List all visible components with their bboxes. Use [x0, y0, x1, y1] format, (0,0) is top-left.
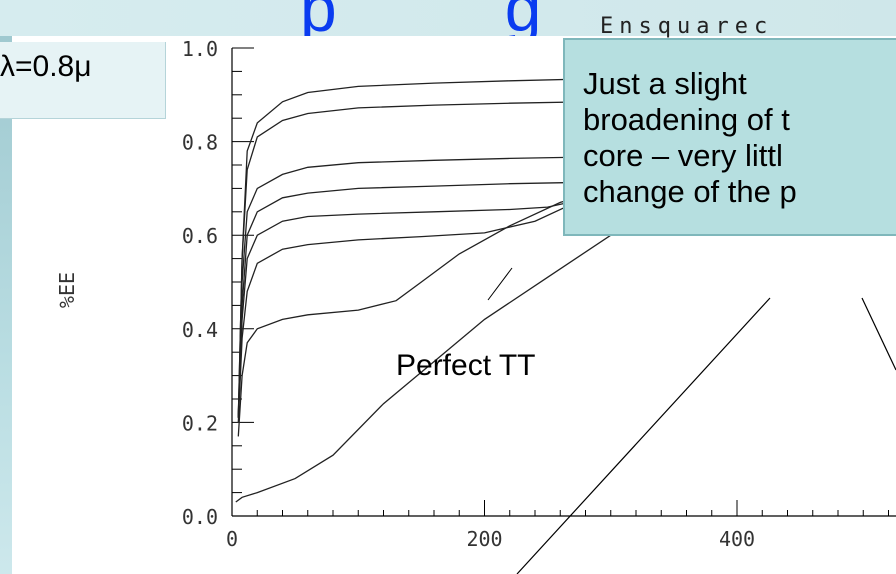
wavelength-label-box: λ=0.8μ [0, 42, 166, 119]
callout-pointer-line [861, 297, 896, 371]
y-tick-label: 0.8 [182, 131, 218, 155]
slide-title-clipped: pg [0, 0, 896, 36]
chart-title: Ensquarec [600, 14, 774, 39]
y-tick-label: 0.2 [182, 411, 218, 435]
x-tick-label: 200 [466, 527, 502, 551]
y-tick-label: 0.4 [182, 318, 218, 342]
slide-left-band [0, 36, 12, 574]
y-tick-label: 1.0 [182, 37, 218, 61]
perfect-tt-annotation: Perfect TT [396, 349, 536, 382]
annotation-pointer-line [487, 267, 513, 301]
slide-title-fragment: pg [300, 0, 541, 36]
chart-ticks: 0.0 0.2 0.4 0.6 0.8 1.0 0 200 400 %EE [55, 37, 889, 551]
y-axis-label: %EE [55, 272, 79, 308]
y-tick-label: 0.6 [182, 224, 218, 248]
y-tick-label: 0.0 [182, 505, 218, 529]
callout-pointer-line [516, 297, 771, 574]
x-tick-label: 0 [226, 527, 238, 551]
slide-header-band [0, 0, 896, 36]
x-tick-label: 400 [719, 527, 755, 551]
callout-text: Just a slight broadening of t core – ver… [583, 66, 797, 209]
wavelength-label: λ=0.8μ [0, 50, 92, 83]
callout-box: Just a slight broadening of t core – ver… [563, 38, 896, 236]
